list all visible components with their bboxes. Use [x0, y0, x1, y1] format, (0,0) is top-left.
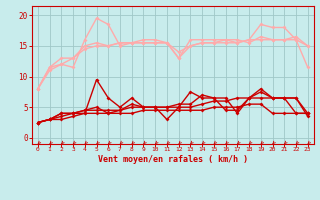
- X-axis label: Vent moyen/en rafales ( km/h ): Vent moyen/en rafales ( km/h ): [98, 155, 248, 164]
